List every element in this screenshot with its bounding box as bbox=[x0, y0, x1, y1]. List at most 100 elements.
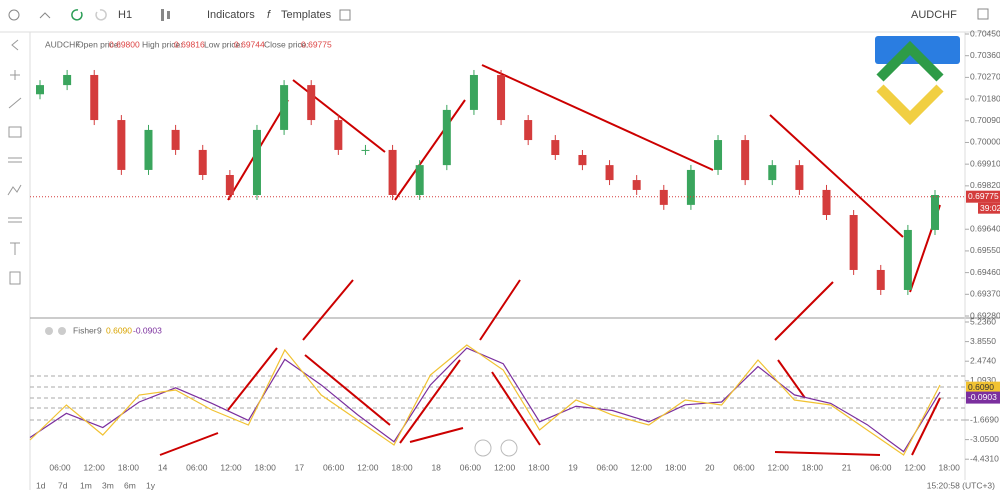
legend-open: 0.69800 bbox=[109, 39, 140, 49]
candle-body bbox=[931, 195, 939, 230]
price-tick-label: 0.69370 bbox=[970, 289, 1000, 299]
fisher-tick-label: 3.8550 bbox=[970, 336, 996, 346]
settings-icon[interactable] bbox=[8, 9, 20, 21]
price-tick-label: 0.69820 bbox=[970, 180, 1000, 190]
candle-body bbox=[795, 165, 804, 190]
fisher-tick-label: 2.4740 bbox=[970, 355, 996, 365]
price-tick-label: 0.70000 bbox=[970, 137, 1000, 147]
annotation-arrows bbox=[159, 64, 941, 456]
indicator-name: Fisher bbox=[73, 325, 97, 335]
countdown-tag bbox=[978, 202, 1000, 214]
chart-type-icon[interactable] bbox=[161, 9, 164, 21]
candle-body bbox=[714, 140, 723, 170]
clock: 15:20:58 (UTC+3) bbox=[927, 480, 995, 490]
legend-symbol: AUDCHF bbox=[45, 39, 80, 49]
candle-body bbox=[849, 215, 858, 270]
time-label: 12:00 bbox=[220, 462, 242, 472]
candle-body bbox=[388, 149, 397, 196]
legend-low-label: Low price: bbox=[204, 39, 243, 49]
legend-high-label: High price: bbox=[142, 39, 183, 49]
candle-body bbox=[117, 120, 126, 170]
fisher-tag bbox=[966, 381, 1000, 394]
candle-body bbox=[307, 85, 316, 121]
candle-body bbox=[252, 129, 261, 196]
trigger-tag-label: -0.0903 bbox=[968, 392, 997, 402]
indicator-period: 9 bbox=[97, 325, 102, 335]
trigger-line bbox=[29, 347, 941, 453]
candle-body bbox=[524, 120, 533, 141]
time-label: 12:00 bbox=[631, 462, 653, 472]
fisher-tick-label: 5.2360 bbox=[970, 316, 996, 326]
candle-body bbox=[144, 129, 153, 170]
price-tick-label: 0.69640 bbox=[970, 223, 1000, 233]
candle-body bbox=[469, 74, 478, 110]
time-label: 18:00 bbox=[528, 462, 550, 472]
time-label: 12:00 bbox=[84, 462, 106, 472]
time-label: 18:00 bbox=[391, 462, 413, 472]
range-button[interactable]: 6m bbox=[124, 480, 136, 490]
candle-body bbox=[280, 85, 289, 130]
candle-body bbox=[63, 74, 72, 86]
time-label: 12:00 bbox=[904, 462, 926, 472]
zoom-out[interactable] bbox=[474, 439, 492, 457]
undo-icon[interactable] bbox=[71, 9, 83, 21]
legend-high: 0.69816 bbox=[174, 39, 205, 49]
candle-body bbox=[171, 129, 180, 150]
candle-body bbox=[36, 85, 44, 95]
fisher-tag-label: 0.6090 bbox=[968, 382, 994, 392]
time-label: 18:00 bbox=[802, 462, 824, 472]
fisher-tick-label: -4.4310 bbox=[970, 453, 999, 463]
range-button[interactable]: 1y bbox=[146, 480, 156, 490]
legend-close: 0.69775 bbox=[301, 39, 332, 49]
symbol-button[interactable]: AUDCHF bbox=[911, 9, 957, 21]
candle-body bbox=[876, 269, 885, 290]
time-label: 06:00 bbox=[870, 462, 892, 472]
candle-body bbox=[442, 109, 451, 166]
time-label: 19 bbox=[568, 462, 578, 472]
price-tick-label: 0.70180 bbox=[970, 93, 1000, 103]
range-button[interactable]: 1d bbox=[36, 480, 46, 490]
time-label: 18:00 bbox=[665, 462, 687, 472]
range-button[interactable]: 3m bbox=[102, 480, 114, 490]
time-label: 14 bbox=[158, 462, 168, 472]
fisher-line bbox=[29, 344, 941, 456]
candle-body bbox=[903, 229, 912, 290]
time-label: 06:00 bbox=[597, 462, 619, 472]
price-tick-label: 0.70090 bbox=[970, 115, 1000, 125]
candle-body bbox=[578, 154, 587, 166]
fisher-tick-label: -1.6690 bbox=[970, 414, 999, 424]
time-label: 18 bbox=[431, 462, 441, 472]
time-label: 06:00 bbox=[733, 462, 755, 472]
indicators-button[interactable]: Indicators bbox=[207, 9, 255, 21]
price-tick-label: 0.69910 bbox=[970, 158, 1000, 168]
candle-body bbox=[90, 74, 99, 121]
legend-open-label: Open price: bbox=[77, 39, 121, 49]
time-label: 06:00 bbox=[49, 462, 71, 472]
redo-icon[interactable] bbox=[95, 9, 107, 21]
candle-body bbox=[768, 165, 777, 181]
range-button[interactable]: 1m bbox=[80, 480, 92, 490]
svg-text:f: f bbox=[267, 9, 271, 21]
templates-button[interactable]: Templates bbox=[281, 9, 332, 21]
candle-body bbox=[225, 175, 234, 196]
price-tick-label: 0.70450 bbox=[970, 28, 1000, 38]
candle-body bbox=[361, 149, 370, 151]
zoom-in[interactable] bbox=[500, 439, 518, 457]
collapse-icon[interactable] bbox=[39, 12, 51, 19]
candle-body bbox=[415, 165, 424, 196]
time-label: 18:00 bbox=[118, 462, 140, 472]
time-label: 06:00 bbox=[460, 462, 482, 472]
candle-body bbox=[632, 180, 641, 190]
range-button[interactable]: 7d bbox=[58, 480, 68, 490]
fullscreen-icon[interactable] bbox=[977, 8, 989, 20]
interval-button[interactable]: H1 bbox=[118, 9, 132, 21]
trigger-value: -0.0903 bbox=[133, 325, 162, 335]
candle-body bbox=[551, 140, 560, 155]
calendar-icon[interactable] bbox=[339, 9, 351, 21]
candle-body bbox=[198, 149, 207, 175]
trigger-tag bbox=[966, 391, 1000, 404]
price-tick-label: 0.70360 bbox=[970, 50, 1000, 60]
candle-body bbox=[659, 189, 668, 205]
time-label: 12:00 bbox=[768, 462, 790, 472]
